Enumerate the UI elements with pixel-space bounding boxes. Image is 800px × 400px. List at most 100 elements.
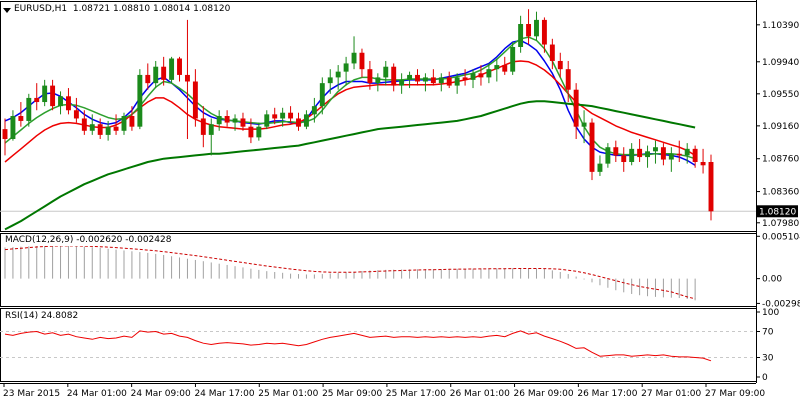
candle-body [700, 162, 706, 166]
price-axis-label: 1.08360 [762, 188, 799, 198]
rsi-line [4, 330, 712, 362]
price-axis-label: 1.09160 [762, 122, 799, 132]
symbol-label: EURUSD,H1 [14, 4, 68, 14]
candle-body [367, 69, 373, 84]
candle-body [34, 97, 40, 103]
candle-body [311, 106, 317, 115]
candle-body [232, 118, 238, 123]
candle-body [18, 116, 24, 121]
candle-body [97, 124, 103, 135]
price-axis-label: 1.10390 [762, 21, 799, 31]
candle-body [573, 89, 579, 127]
candle-body [26, 97, 32, 121]
candle-body [169, 58, 175, 80]
candle-body [446, 77, 452, 86]
candle-body [454, 77, 460, 86]
time-axis-label: 25 Mar 09:00 [322, 389, 382, 399]
candle-body [613, 147, 619, 156]
candle-body [660, 147, 666, 160]
candle-body [272, 114, 278, 119]
time-axis-label: 27 Mar 09:00 [705, 389, 765, 399]
candle-body [668, 153, 674, 160]
moving-average-line [4, 36, 696, 160]
candle-body [121, 116, 127, 131]
macd-signal-line [4, 245, 696, 300]
candle-body [645, 151, 650, 158]
candle-body [684, 148, 690, 156]
candle-body [581, 122, 587, 127]
candle-body [399, 79, 405, 86]
moving-average-line [4, 100, 696, 231]
candle-body [42, 85, 48, 103]
candle-body [605, 147, 611, 164]
candle-body [256, 126, 262, 138]
price-axis-label: 1.07980 [762, 219, 799, 229]
time-axis-label: 25 Mar 17:00 [386, 389, 446, 399]
candle-body [430, 77, 436, 84]
candle-body [10, 116, 16, 139]
candle-body [145, 74, 151, 84]
current-price-label: 1.08120 [759, 207, 796, 217]
candle-body [549, 44, 555, 61]
candle-body [359, 52, 365, 70]
time-axis-label: 26 Mar 09:00 [514, 389, 574, 399]
time-axis-label: 25 Mar 01:00 [258, 389, 318, 399]
candle-body [89, 124, 95, 131]
candle-body [58, 96, 63, 107]
candle-body [113, 126, 119, 131]
ohlc-values: 1.08721 1.08810 1.08014 1.08120 [72, 4, 231, 14]
candle-body [153, 66, 159, 84]
candle-body [240, 118, 246, 127]
candle-body [375, 77, 381, 84]
macd-label: MACD(12,26,9) -0.002620 -0.002428 [5, 235, 172, 246]
candle-body [526, 24, 532, 37]
candle-body [438, 77, 444, 84]
time-axis-label: 27 Mar 01:00 [641, 389, 701, 399]
candle-body [629, 148, 635, 162]
rsi-label: RSI(14) 24.8082 [5, 311, 79, 322]
candle-body [391, 66, 397, 86]
candle-body [288, 112, 294, 119]
rsi-axis-label: 30 [762, 354, 774, 364]
candle-body [589, 122, 595, 172]
candle-body [137, 74, 143, 127]
candle-body [597, 163, 603, 172]
candle-body [280, 112, 286, 119]
time-axis-label: 24 Mar 09:00 [131, 389, 191, 399]
candle-body [224, 116, 230, 123]
candle-body [541, 19, 547, 45]
candle-body [621, 155, 627, 162]
macd-axis-label: 0.005104 [762, 232, 800, 242]
current-price-tag [756, 205, 798, 218]
macd-axis-label: -0.002988 [762, 299, 800, 309]
candle-body [200, 118, 206, 135]
candle-body [557, 60, 563, 70]
candle-body [351, 52, 357, 64]
macd-axis-label: 0.00 [762, 275, 782, 285]
candle-body [2, 129, 8, 139]
candle-body [502, 65, 508, 72]
candle-body [184, 74, 190, 82]
candle-body [50, 85, 56, 107]
price-axis-label: 1.08760 [762, 155, 799, 165]
dropdown-arrow-icon[interactable] [3, 8, 11, 13]
rsi-axis-label: 70 [762, 328, 774, 338]
candle-body [129, 116, 135, 127]
candle-body [208, 124, 214, 135]
candle-body [470, 73, 476, 80]
candle-body [637, 148, 643, 158]
candle-body [462, 77, 468, 80]
candle-body [422, 77, 428, 82]
candle-body [327, 77, 333, 84]
candle-body [494, 65, 500, 70]
candle-body [407, 74, 413, 80]
time-axis-label: 26 Mar 01:00 [450, 389, 510, 399]
candle-body [303, 114, 309, 127]
price-header: EURUSD,H1 1.08721 1.08810 1.08014 1.0812… [14, 4, 231, 15]
time-axis-label: 23 Mar 2015 [3, 389, 60, 399]
candle-body [81, 118, 87, 131]
candle-body [692, 148, 698, 162]
candle-body [248, 126, 254, 138]
